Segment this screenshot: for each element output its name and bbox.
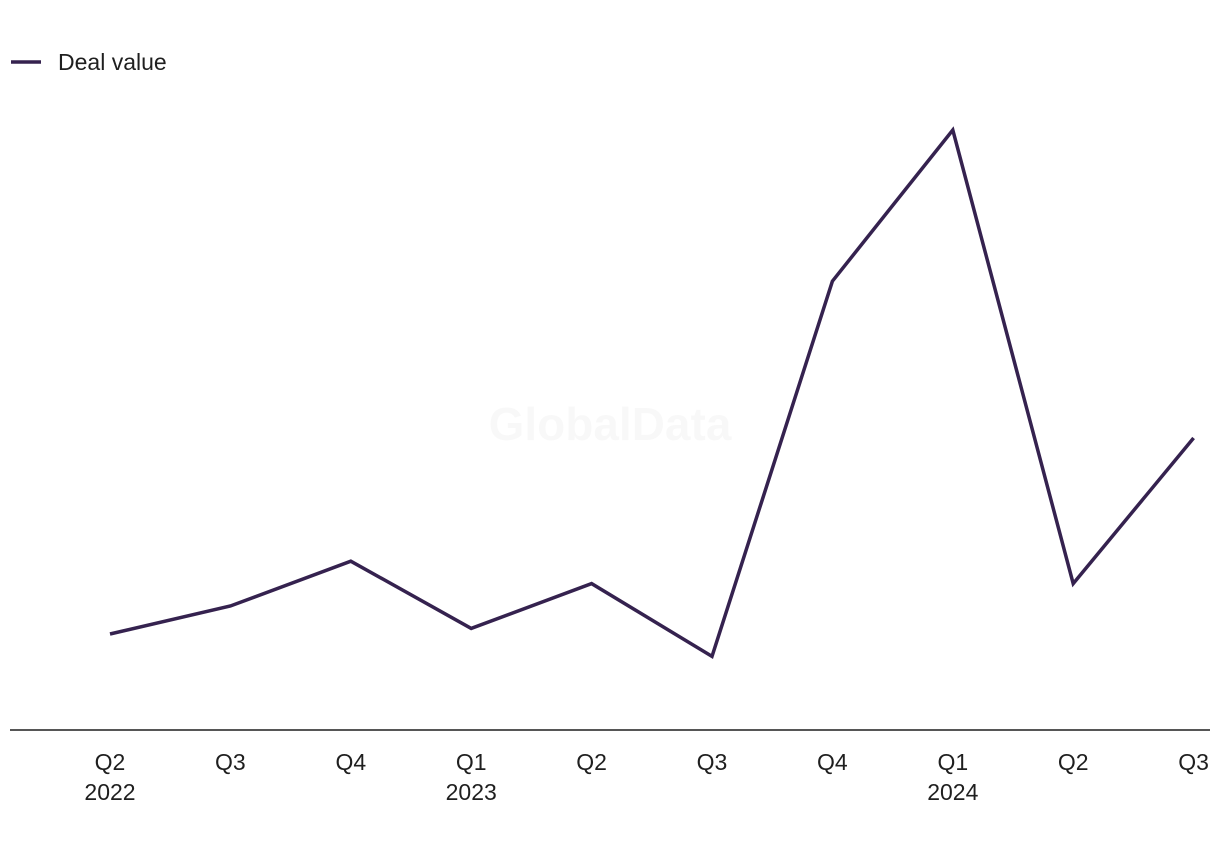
x-tick-quarter-1: Q3 (215, 749, 246, 775)
x-tick-quarter-9: Q3 (1178, 749, 1209, 775)
legend: Deal value (11, 49, 167, 75)
x-tick-quarter-4: Q2 (576, 749, 607, 775)
x-tick-quarter-3: Q1 (456, 749, 487, 775)
x-tick-year-3: 2023 (446, 779, 497, 805)
x-tick-year-0: 2022 (84, 779, 135, 805)
x-tick-quarter-8: Q2 (1058, 749, 1089, 775)
watermark: GlobalData (489, 398, 732, 450)
x-axis-tick-labels: Q2 2022 Q3 Q4 Q1 2023 Q2 Q3 Q4 Q1 2024 Q2 Q3 (84, 749, 1209, 805)
x-tick-quarter-6: Q4 (817, 749, 848, 775)
legend-label-deal-value: Deal value (58, 49, 167, 75)
x-tick-quarter-5: Q3 (697, 749, 728, 775)
x-tick-quarter-2: Q4 (335, 749, 366, 775)
x-tick-quarter-0: Q2 (95, 749, 126, 775)
x-tick-year-7: 2024 (927, 779, 978, 805)
series-line-deal-value (109, 126, 1195, 660)
x-tick-quarter-7: Q1 (937, 749, 968, 775)
